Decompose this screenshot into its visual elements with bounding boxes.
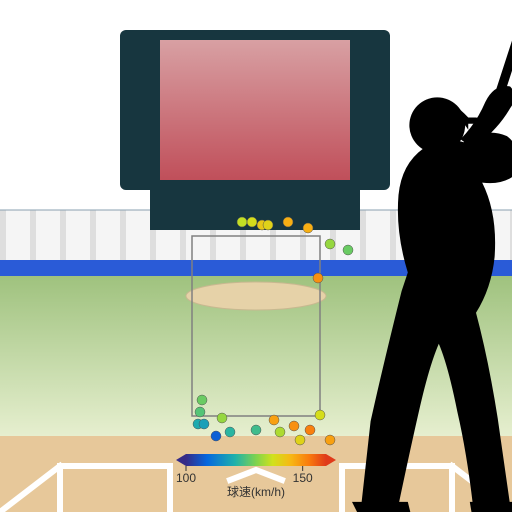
scoreboard-screen (160, 40, 350, 180)
pitch-point (313, 273, 323, 283)
pitch-point (197, 395, 207, 405)
legend-label: 球速(km/h) (227, 485, 285, 499)
pitch-point (275, 427, 285, 437)
pitch-point (195, 407, 205, 417)
pitch-point (315, 410, 325, 420)
pitch-point (263, 220, 273, 230)
pitch-point (289, 421, 299, 431)
legend-tick: 100 (176, 471, 196, 485)
pitch-location-chart: 100 150 球速(km/h) (0, 0, 512, 512)
pitch-point (325, 239, 335, 249)
pitch-point (305, 425, 315, 435)
pitch-point (325, 435, 335, 445)
pitch-point (343, 245, 353, 255)
chart-svg: 100 150 球速(km/h) (0, 0, 512, 512)
pitch-point (269, 415, 279, 425)
pitch-point (199, 419, 209, 429)
legend-tick: 150 (293, 471, 313, 485)
pitch-point (251, 425, 261, 435)
pitchers-mound (186, 282, 326, 310)
pitch-point (295, 435, 305, 445)
pitch-point (283, 217, 293, 227)
pitch-point (225, 427, 235, 437)
pitch-point (303, 223, 313, 233)
pitch-point (217, 413, 227, 423)
pitch-point (211, 431, 221, 441)
infield-dirt (0, 436, 512, 512)
pitch-point (247, 217, 257, 227)
pitch-point (237, 217, 247, 227)
